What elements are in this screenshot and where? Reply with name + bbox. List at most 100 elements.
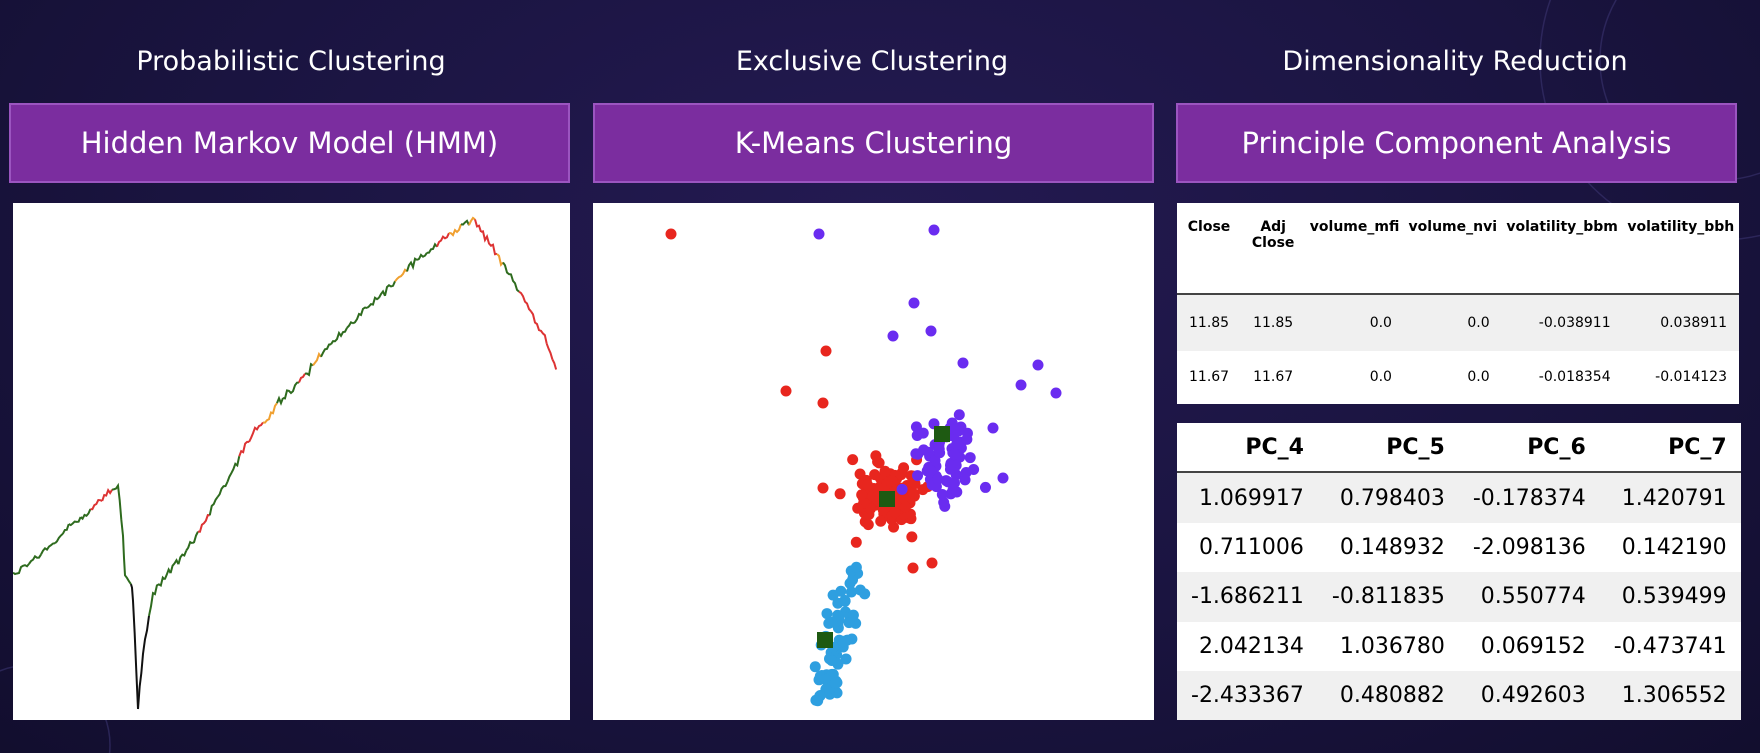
table-row: -1.686211 -0.811835 0.550774 0.539499: [1177, 572, 1741, 622]
cluster-point: [906, 531, 918, 543]
kmeans-illustration: [665, 224, 1062, 707]
table-cell: 0.480882: [1317, 670, 1459, 720]
cluster-point: [1032, 359, 1044, 371]
price-segment: [384, 280, 396, 297]
cluster-point: [923, 446, 935, 458]
method-label: K-Means Clustering: [734, 126, 1013, 160]
cluster-point: [810, 694, 822, 706]
price-segment: [120, 519, 132, 585]
cluster-point: [844, 577, 856, 589]
header-row: PC_4 PC_5 PC_6 PC_7: [1177, 423, 1741, 473]
cluster-point: [896, 483, 908, 495]
cluster-point: [817, 482, 829, 494]
price-segment: [101, 487, 113, 502]
table-cell: -0.038911: [1501, 294, 1623, 351]
centroid: [879, 491, 895, 507]
table-row: 0.711006 0.148932 -2.098136 0.142190: [1177, 523, 1741, 572]
price-segment: [208, 496, 219, 516]
table-cell: 11.85: [1241, 294, 1306, 351]
price-segment: [197, 514, 210, 533]
cluster-point: [870, 450, 882, 462]
cluster-point: [847, 609, 859, 621]
cluster-point: [820, 673, 832, 685]
price-segment: [530, 310, 548, 345]
centroid: [817, 632, 833, 648]
price-segment: [330, 327, 348, 345]
cluster-point: [827, 589, 839, 601]
table-cell: 0.539499: [1599, 572, 1741, 622]
cluster-point: [813, 228, 825, 240]
cluster-point: [837, 635, 849, 647]
table-cell: 0.142190: [1621, 535, 1727, 561]
cluster-point: [821, 608, 833, 620]
hmm-panel: [12, 203, 570, 720]
table-row: 11.67 11.67 0.0 0.0 -0.018354 -0.014123: [1177, 351, 1739, 404]
table-cell: 0.550774: [1458, 572, 1600, 622]
cluster-point: [953, 409, 965, 421]
column-header: PC_4: [1177, 423, 1318, 473]
cluster-point: [862, 519, 874, 531]
column-header: volume_nvi: [1403, 203, 1502, 295]
cluster-point: [861, 479, 873, 491]
cluster-point: [917, 484, 929, 496]
cluster-point: [932, 473, 944, 485]
cluster-point: [961, 433, 973, 445]
table-cell: 0.711006: [1198, 535, 1304, 561]
column-header: Adj Close: [1241, 203, 1306, 295]
cluster-point: [952, 425, 964, 437]
cluster-point: [887, 330, 899, 342]
column-header: volume_mfi: [1305, 203, 1404, 295]
price-segment: [378, 289, 386, 299]
cluster-point: [839, 594, 851, 606]
table-cell: 1.069917: [1177, 472, 1318, 524]
cluster-point: [820, 345, 832, 357]
cluster-point: [948, 448, 960, 460]
price-segment: [545, 343, 554, 360]
column-header: Close: [1177, 203, 1242, 295]
price-segment: [248, 421, 264, 443]
table-cell: 2.042134: [1198, 633, 1304, 659]
cluster-point: [1050, 387, 1062, 399]
price-segment: [304, 362, 314, 377]
table-cell: 0.038911: [1622, 294, 1739, 351]
table-row: 11.85 11.85 0.0 0.0 -0.038911 0.038911: [1177, 294, 1739, 351]
price-segment: [79, 508, 92, 521]
column-header: volatility_bbh: [1622, 203, 1739, 295]
price-segment: [185, 540, 193, 552]
column-header: volatility_bbm: [1501, 203, 1623, 295]
price-segment: [496, 253, 504, 267]
price-segment: [436, 232, 450, 248]
price-segment: [448, 223, 462, 237]
table-row: 2.042134 1.036780 0.069152 -0.473741: [1177, 622, 1741, 671]
cluster-point: [850, 561, 862, 573]
table-cell: 0.148932: [1339, 535, 1445, 561]
cluster-point: [780, 385, 792, 397]
cluster-point: [899, 501, 911, 513]
cluster-point: [910, 421, 922, 433]
cluster-point: [823, 617, 835, 629]
table-cell: -0.014123: [1655, 369, 1727, 386]
cluster-point: [875, 515, 887, 527]
cluster-point: [850, 536, 862, 548]
column-heading: Exclusive Clustering: [735, 46, 1009, 77]
cluster-point: [856, 489, 868, 501]
price-segment: [54, 533, 64, 545]
cluster-point: [889, 507, 901, 519]
price-segment: [40, 542, 56, 555]
price-segment: [238, 440, 250, 457]
cluster-point: [907, 562, 919, 574]
cluster-point: [925, 465, 937, 477]
price-segment: [276, 395, 284, 406]
table-cell: 0.069152: [1480, 633, 1586, 659]
table-panel: PC_4 PC_5 PC_6 PC_7 1.069917 0.798403 -0.17837…: [1177, 423, 1741, 720]
price-segment: [148, 575, 166, 617]
feature-table: Close Adj Close volume_mfi volume_nvi volati…: [1177, 203, 1739, 404]
price-segment: [518, 290, 532, 312]
cluster-point: [925, 325, 937, 337]
cluster-point: [979, 481, 991, 493]
cluster-point: [869, 469, 881, 481]
cluster-point: [897, 492, 909, 504]
price-segment: [394, 268, 408, 282]
price-segment: [298, 373, 306, 383]
